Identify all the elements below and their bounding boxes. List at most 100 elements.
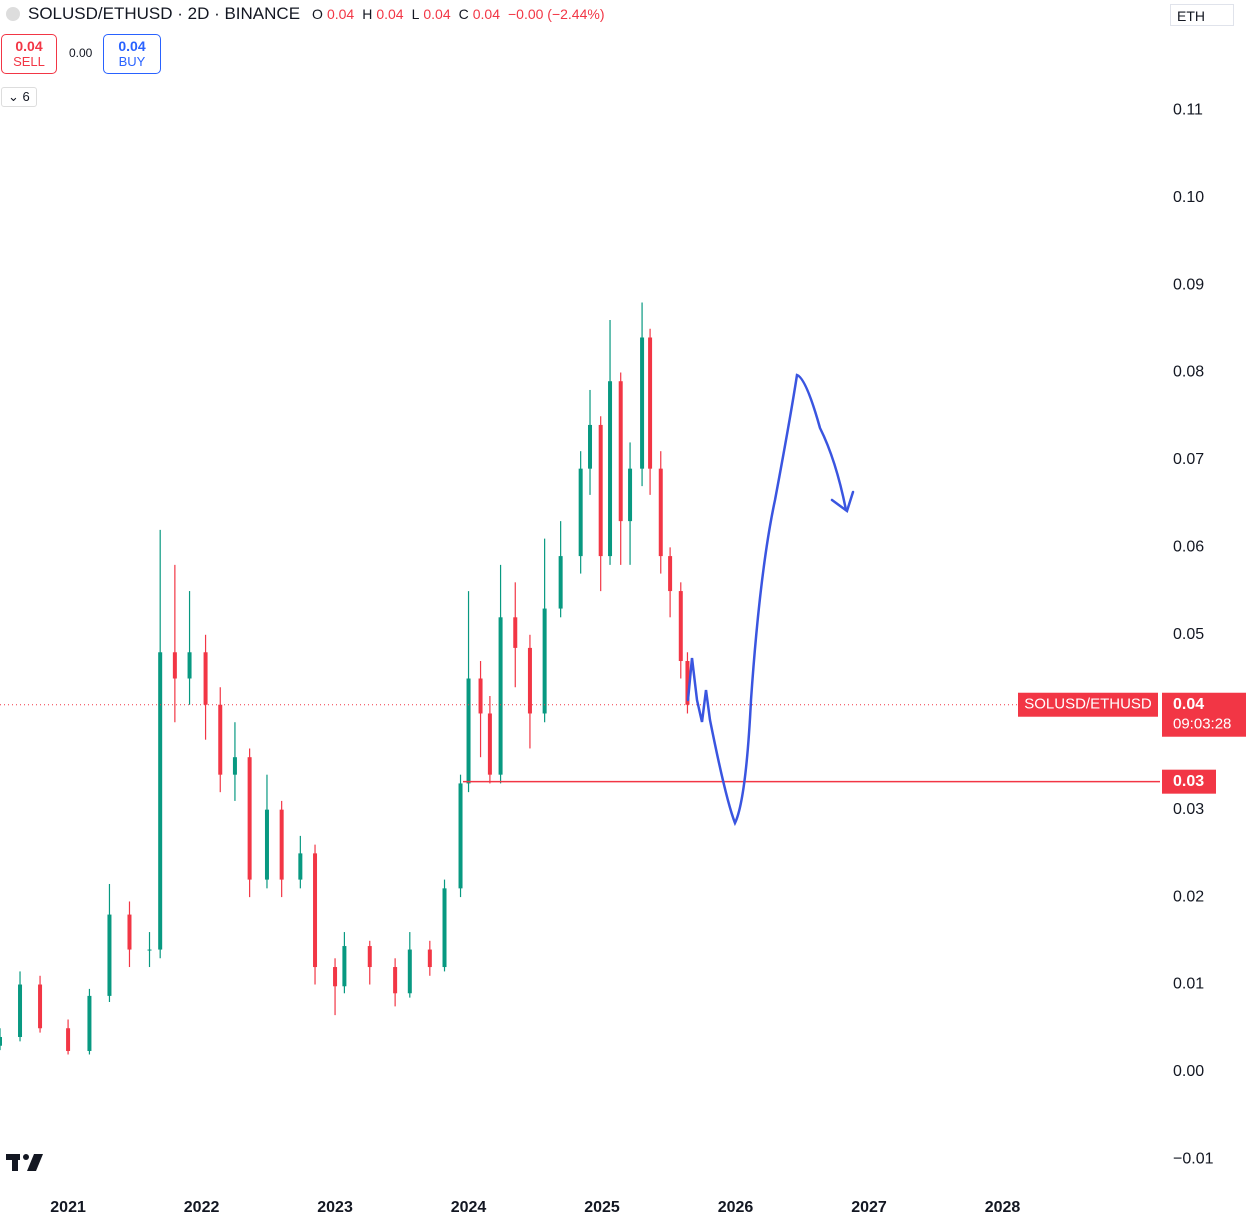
y-tick-label: 0.07	[1173, 451, 1204, 468]
ohlc-key: H	[362, 6, 373, 22]
candle-body	[442, 888, 447, 968]
candle-body	[203, 652, 208, 705]
sell-price: 0.04	[15, 38, 43, 54]
symbol-tag: SOLUSD/ETHUSD	[1024, 696, 1152, 713]
candle-body	[648, 337, 653, 469]
y-tick-label: 0.00	[1173, 1063, 1204, 1080]
candle-body	[158, 652, 163, 950]
candle-body	[264, 809, 269, 880]
candle-body	[342, 946, 347, 987]
candle-body	[478, 678, 483, 714]
candle-body	[640, 337, 645, 469]
ohlc-key: O	[312, 6, 323, 22]
candle-body	[313, 853, 318, 968]
countdown: 09:03:28	[1173, 716, 1231, 733]
line-tag-bg	[1162, 769, 1216, 794]
buy-button[interactable]: 0.04 BUY	[103, 34, 161, 74]
candle-body	[558, 556, 563, 609]
candle-body	[187, 652, 192, 679]
candle-body	[393, 967, 398, 994]
change: −0.00 (−2.44%)	[507, 6, 605, 22]
candle-body	[487, 713, 492, 775]
y-tick-label: 0.11	[1173, 101, 1203, 118]
ohlc-key: L	[411, 6, 420, 22]
x-tick-label: 2027	[851, 1199, 887, 1216]
candle-body	[218, 704, 223, 775]
candle-body	[542, 608, 547, 714]
candle-body	[18, 984, 23, 1037]
x-tick-label: 2026	[718, 1199, 754, 1216]
symbol[interactable]: SOLUSD/ETHUSD · 2D · BINANCE	[28, 4, 301, 23]
candle-body	[678, 591, 683, 662]
y-tick-label: 0.03	[1173, 801, 1204, 818]
candle-body	[298, 853, 303, 880]
drawing-arrow	[830, 490, 855, 514]
y-tick-label: 0.10	[1173, 189, 1204, 206]
candle-body	[407, 949, 412, 994]
ohlc-key: C	[458, 6, 469, 22]
candle-body	[127, 914, 132, 950]
x-tick-label: 2025	[584, 1199, 620, 1216]
candle-body	[427, 949, 432, 968]
y-tick-label: 0.01	[1173, 976, 1204, 993]
candle-body	[87, 995, 92, 1051]
drawing	[686, 373, 848, 827]
candle-body	[658, 468, 663, 557]
y-tick-label: 0.05	[1173, 626, 1204, 643]
x-tick-label: 2021	[50, 1199, 86, 1216]
candle-body	[498, 617, 503, 775]
candle-body	[513, 617, 518, 648]
sell-label: SELL	[13, 54, 45, 69]
x-tick-label: 2023	[317, 1199, 353, 1216]
line-tag: 0.03	[1173, 773, 1204, 790]
candle-body	[147, 949, 152, 951]
buy-label: BUY	[118, 54, 146, 69]
candle-body	[608, 381, 613, 557]
price-tag: 0.04	[1173, 696, 1204, 713]
candle-body	[333, 967, 338, 987]
currency[interactable]: ETH	[1170, 4, 1234, 26]
sell-button[interactable]: 0.04 SELL	[1, 34, 57, 74]
candle-body	[466, 678, 471, 784]
symbol-tag-bg	[1018, 692, 1158, 717]
y-tick-label: −0.01	[1173, 1151, 1214, 1168]
x-tick-label: 2022	[184, 1199, 220, 1216]
ohlc-value: 0.04	[376, 6, 404, 22]
x-tick-label: 2028	[985, 1199, 1021, 1216]
indicator-count: 6	[22, 89, 30, 104]
ohlc-value: 0.04	[472, 6, 500, 22]
indicators-toggle[interactable]: ⌄ 6	[1, 87, 37, 107]
symbol-icon	[6, 7, 20, 21]
ohlc-value: 0.04	[423, 6, 451, 22]
symbol-header: SOLUSD/ETHUSD · 2D · BINANCE O 0.04 H 0.04…	[6, 4, 609, 24]
candle-body	[172, 652, 177, 679]
y-tick-label: 0.06	[1173, 539, 1204, 556]
spread: 0.00	[69, 46, 93, 60]
x-tick-label: 2024	[451, 1199, 487, 1216]
candle-body	[668, 556, 673, 592]
candle-body	[232, 757, 237, 775]
ohlc-value: 0.04	[326, 6, 355, 22]
candle-body	[628, 468, 633, 522]
candle-body	[107, 914, 112, 996]
candle-body	[458, 783, 463, 889]
candle-body	[279, 809, 284, 880]
price-tag-bg	[1162, 692, 1246, 737]
y-tick-label: 0.02	[1173, 888, 1204, 905]
y-tick-label: 0.09	[1173, 276, 1204, 293]
candle-body	[247, 757, 252, 880]
candle-body	[66, 1028, 71, 1051]
candle-body	[0, 1036, 2, 1046]
y-tick-label: 0.08	[1173, 364, 1204, 381]
candle-body	[588, 424, 593, 469]
candle-body	[685, 661, 690, 705]
tv-logo	[6, 1154, 43, 1171]
candle-body	[598, 424, 603, 557]
candle-body	[367, 946, 372, 968]
buy-price: 0.04	[118, 38, 146, 54]
candle-body	[38, 984, 43, 1029]
candle-body	[578, 468, 583, 557]
candle-body	[618, 381, 623, 522]
